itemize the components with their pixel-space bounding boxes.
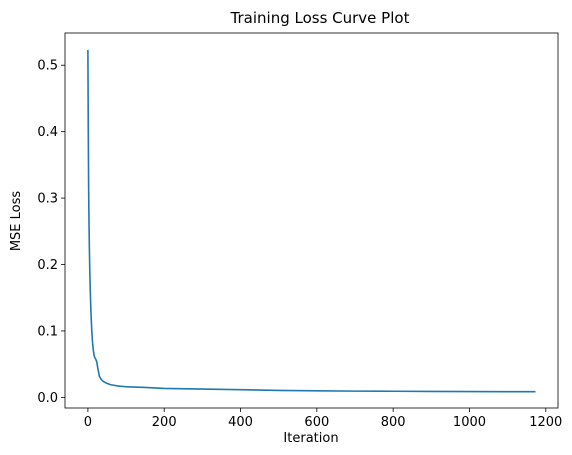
y-tick-label: 0.3 (37, 192, 58, 207)
x-tick-label: 600 (304, 415, 329, 430)
y-axis-label: MSE Loss (9, 191, 24, 252)
y-tick-label: 0.2 (37, 258, 58, 273)
x-axis-label: Iteration (283, 431, 338, 446)
x-tick-label: 1200 (529, 415, 562, 430)
x-tick-label: 0 (84, 415, 92, 430)
y-tick-label: 0.5 (37, 59, 58, 74)
x-tick-label: 200 (152, 415, 177, 430)
y-tick-label: 0.0 (37, 391, 58, 406)
x-tick-label: 1000 (453, 415, 486, 430)
y-tick-label: 0.1 (37, 324, 58, 339)
series-line-training-loss (87, 49, 536, 393)
x-tick-label: 800 (381, 415, 406, 430)
x-axis-ticks: 0 200 400 600 800 1000 1200 (84, 408, 562, 430)
plot-area-frame (64, 32, 559, 409)
y-tick-label: 0.4 (37, 125, 58, 140)
y-axis-ticks: 0.0 0.1 0.2 0.3 0.4 0.5 (37, 59, 65, 406)
chart-title: Training Loss Curve Plot (230, 9, 410, 27)
x-tick-label: 400 (228, 415, 253, 430)
